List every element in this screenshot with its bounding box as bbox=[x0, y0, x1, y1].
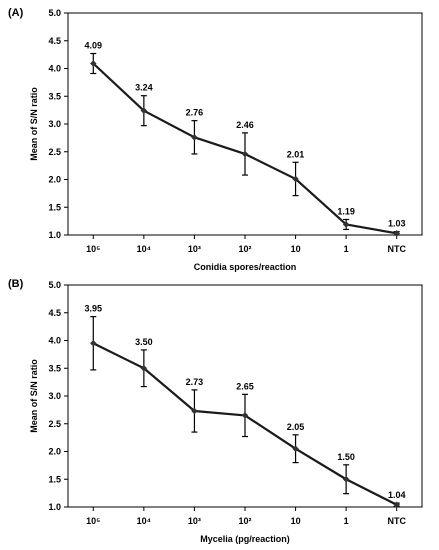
data-label: 3.50 bbox=[135, 337, 153, 347]
data-label: 1.04 bbox=[388, 490, 406, 500]
y-tick-label: 4.0 bbox=[48, 64, 61, 74]
y-axis-title: Mean of S/N ratio bbox=[29, 359, 39, 433]
data-point bbox=[191, 134, 198, 141]
y-tick-label: 5.0 bbox=[48, 8, 61, 18]
y-tick-label: 1.0 bbox=[48, 230, 61, 240]
x-tick-label: 10 bbox=[291, 244, 301, 254]
y-tick-label: 4.0 bbox=[48, 336, 61, 346]
panel-label: (A) bbox=[8, 7, 24, 19]
y-axis-title: Mean of S/N ratio bbox=[29, 87, 39, 161]
data-label: 2.01 bbox=[287, 149, 305, 159]
data-point bbox=[342, 475, 350, 483]
x-axis-title: Mycelia (pg/reaction) bbox=[200, 534, 290, 544]
x-axis-title: Conidia spores/reaction bbox=[194, 262, 297, 272]
x-tick-label: 10⁵ bbox=[86, 244, 100, 254]
y-tick-label: 2.0 bbox=[48, 175, 61, 185]
y-tick-label: 5.0 bbox=[48, 280, 61, 290]
x-tick-label: 10⁴ bbox=[137, 516, 151, 526]
data-point bbox=[241, 150, 249, 158]
data-label: 2.46 bbox=[236, 120, 254, 130]
data-label: 1.19 bbox=[337, 206, 355, 216]
data-label: 1.03 bbox=[388, 219, 406, 229]
data-label: 1.50 bbox=[337, 452, 355, 462]
x-tick-label: 10⁴ bbox=[137, 244, 151, 254]
y-tick-label: 4.5 bbox=[48, 308, 61, 318]
data-point bbox=[292, 175, 299, 183]
data-label: 3.95 bbox=[85, 304, 103, 314]
data-point bbox=[393, 501, 400, 509]
x-tick-label: NTC bbox=[387, 244, 406, 254]
x-tick-label: 10² bbox=[238, 244, 251, 254]
data-point bbox=[292, 445, 299, 452]
x-tick-label: 10⁵ bbox=[86, 516, 100, 526]
data-label: 2.73 bbox=[186, 377, 204, 387]
data-label: 2.05 bbox=[287, 422, 305, 432]
data-point bbox=[140, 107, 148, 114]
data-point bbox=[342, 221, 350, 228]
y-tick-label: 3.5 bbox=[48, 363, 61, 373]
y-tick-label: 3.5 bbox=[48, 91, 61, 101]
y-tick-label: 4.5 bbox=[48, 36, 61, 46]
y-tick-label: 1.5 bbox=[48, 474, 61, 484]
chart-panel-1: (A) 1.0 1.5 2.0 2.5 3.0 3.5 4.0 4.5 5.0 10⁵ 10⁴ 10³ 1… bbox=[8, 7, 423, 272]
y-tick-label: 2.5 bbox=[48, 419, 61, 429]
data-label: 2.76 bbox=[186, 108, 204, 118]
y-tick-label: 3.0 bbox=[48, 391, 61, 401]
chart-panel-2: (B) 1.0 1.5 2.0 2.5 3.0 3.5 4.0 4.5 5.0 10⁵ 10⁴ 10³ 1… bbox=[8, 278, 423, 544]
y-tick-label: 1.0 bbox=[48, 502, 61, 512]
panel-label: (B) bbox=[8, 278, 24, 290]
data-label: 3.24 bbox=[135, 83, 153, 93]
y-tick-label: 1.5 bbox=[48, 202, 61, 212]
x-tick-label: 1 bbox=[344, 516, 349, 526]
data-label: 4.09 bbox=[85, 41, 103, 51]
data-point bbox=[241, 412, 249, 419]
x-tick-label: 10² bbox=[238, 516, 251, 526]
y-tick-label: 2.5 bbox=[48, 147, 61, 157]
x-tick-label: 1 bbox=[344, 244, 349, 254]
data-label: 2.65 bbox=[236, 381, 254, 391]
y-tick-label: 3.0 bbox=[48, 119, 61, 129]
data-point bbox=[393, 230, 400, 237]
x-tick-label: 10 bbox=[291, 516, 301, 526]
y-tick-label: 2.0 bbox=[48, 447, 61, 457]
data-point bbox=[140, 364, 148, 372]
data-point bbox=[191, 407, 198, 415]
x-tick-label: 10³ bbox=[188, 516, 201, 526]
x-tick-label: NTC bbox=[387, 516, 406, 526]
x-tick-label: 10³ bbox=[188, 244, 201, 254]
